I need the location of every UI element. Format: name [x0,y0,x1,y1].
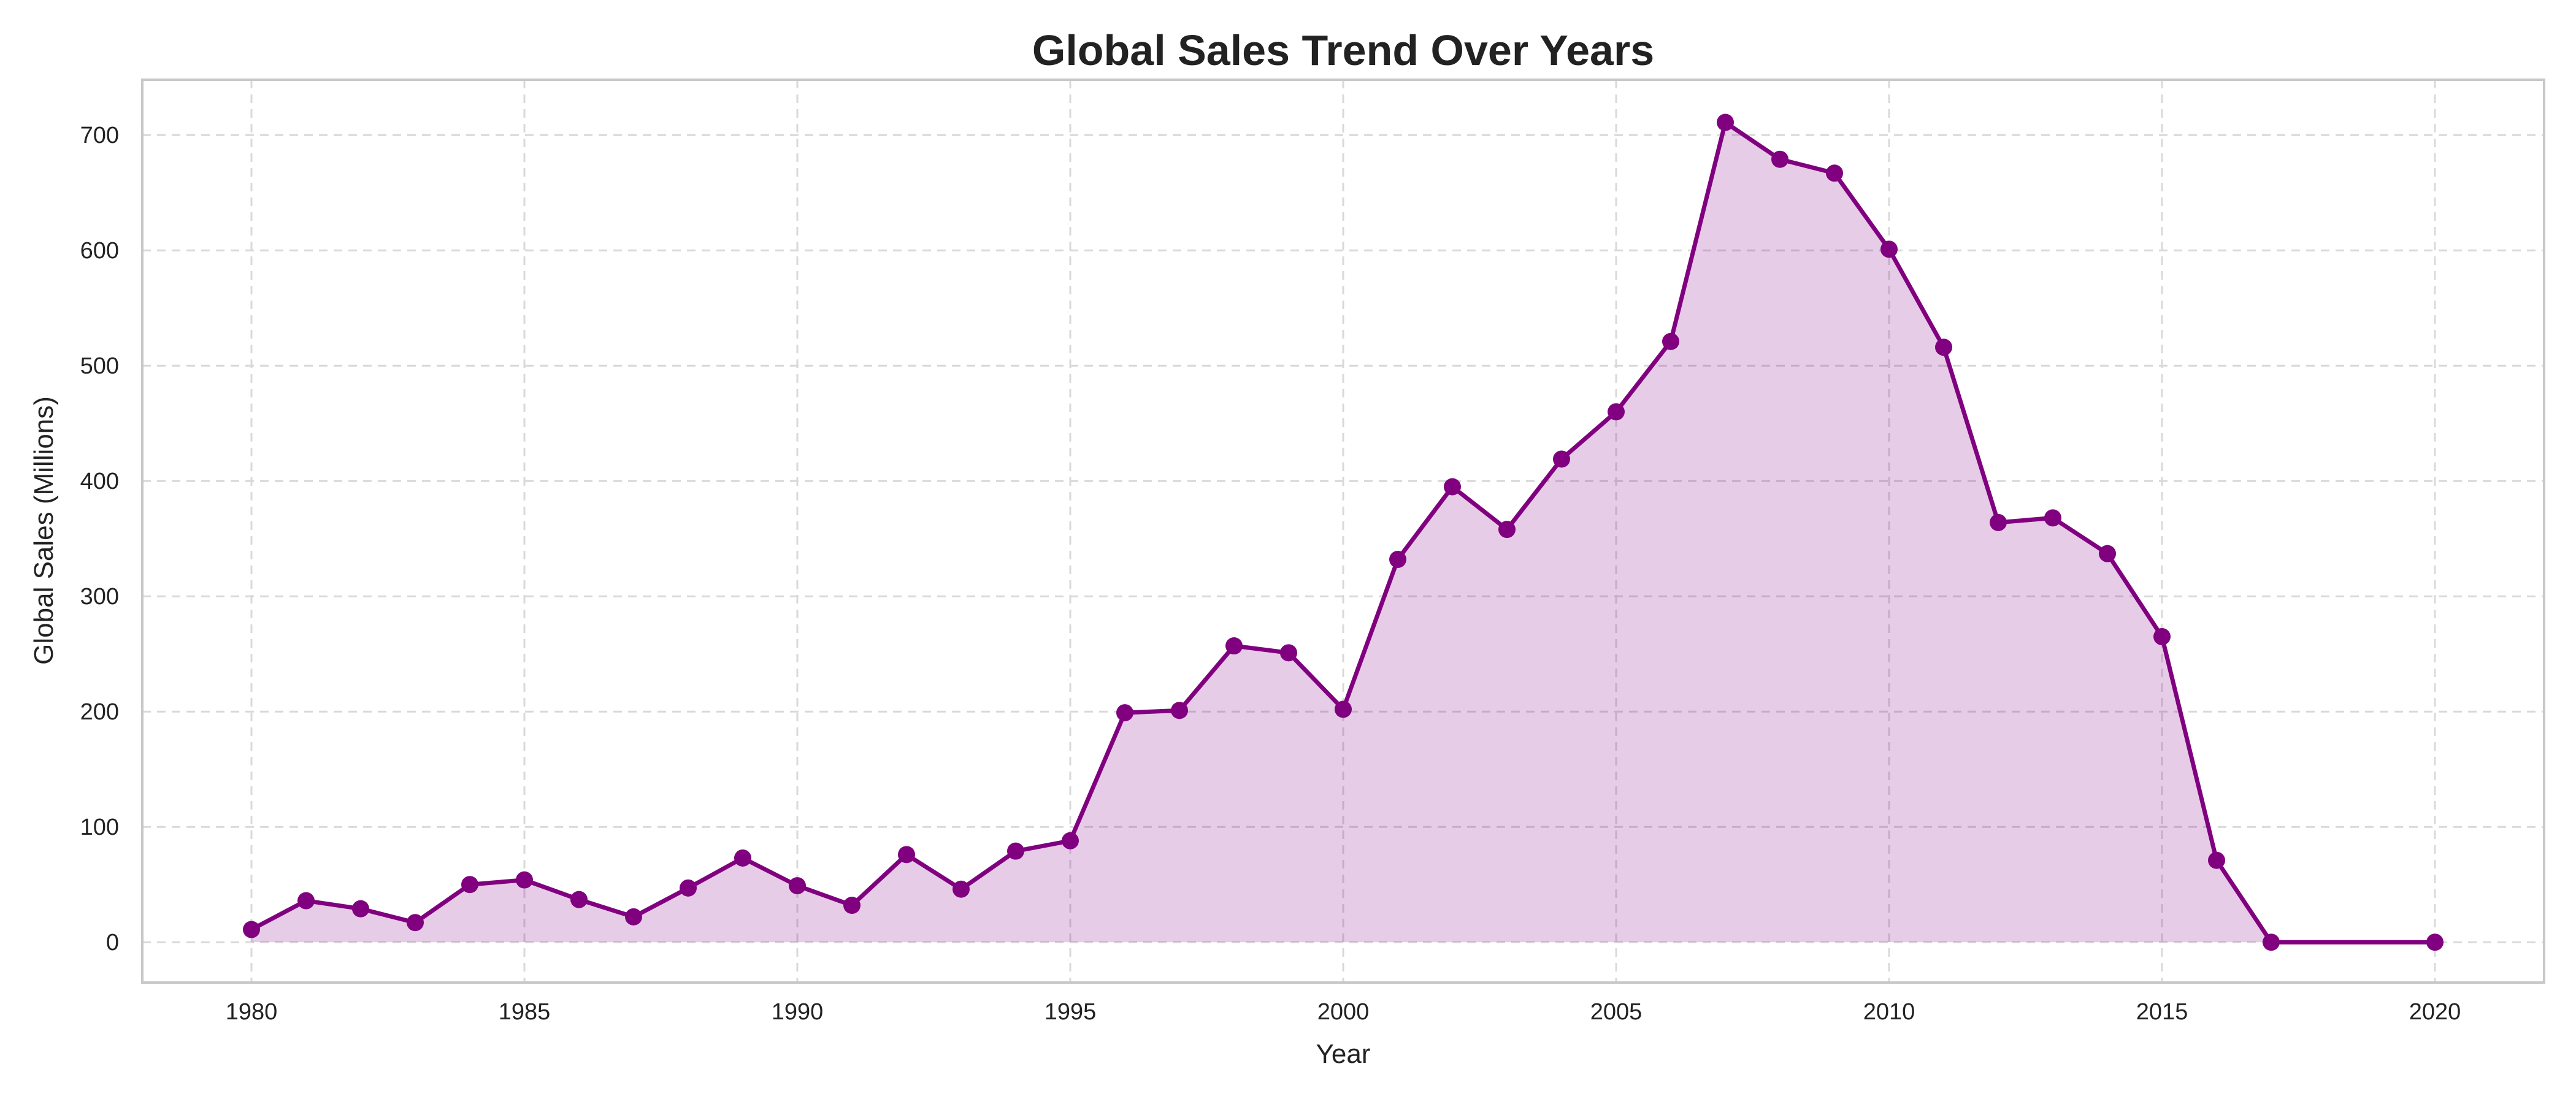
x-tick-label: 2000 [1317,999,1370,1025]
data-point [680,879,697,897]
x-tick-label: 1980 [226,999,278,1025]
chart-title: Global Sales Trend Over Years [1032,26,1654,74]
data-point [1717,113,1734,131]
data-point [1116,704,1133,722]
x-tick-label: 2010 [1863,999,1915,1025]
x-tick-label: 2005 [1590,999,1643,1025]
area-layer [251,122,2435,943]
data-point [461,876,478,894]
y-tick-label: 700 [80,123,119,148]
x-tick-label: 2015 [2136,999,2188,1025]
data-point [516,871,533,889]
grid [142,80,2544,983]
data-point [1553,450,1570,468]
data-point [352,900,369,918]
y-tick-label: 400 [80,469,119,494]
plot-frame [141,79,2545,984]
data-point [1444,478,1461,496]
data-point [1280,644,1297,662]
data-point [1826,164,1843,182]
data-point [1935,339,1952,356]
x-tick-label: 2020 [2409,999,2461,1025]
data-point [1225,637,1243,655]
data-point [2153,628,2171,646]
y-axis-label: Global Sales (Millions) [29,396,59,665]
data-point [297,892,315,910]
data-point [2263,933,2280,951]
data-point [2099,545,2116,562]
y-tick-label: 300 [80,584,119,610]
data-point [898,846,915,864]
data-point [953,880,970,898]
data-point [1389,551,1406,569]
area-fill [251,122,2435,943]
data-point [789,877,806,895]
data-point [2208,851,2225,869]
y-tick-label: 100 [80,815,119,840]
data-point [407,914,424,932]
data-point [570,891,588,908]
x-axis-label: Year [1316,1039,1371,1069]
data-point [734,849,751,867]
data-point [243,921,260,938]
x-tick-label: 1990 [772,999,824,1025]
data-point [2426,933,2444,951]
data-point [1880,240,1898,258]
data-point [1335,700,1352,718]
y-tick-label: 0 [106,930,119,956]
x-tick-label: 1995 [1045,999,1097,1025]
x-tick-label: 1985 [499,999,551,1025]
data-point [1007,842,1024,860]
data-point [2044,509,2061,527]
y-tick-label: 600 [80,238,119,264]
point-layer [243,113,2444,951]
data-point [1771,150,1788,168]
x-axis-ticks: 1980 1985 1990 1995 2000 2005 2010 2015 2020 [226,999,2461,1025]
y-tick-label: 500 [80,353,119,379]
data-point [1608,403,1625,421]
data-point [843,897,861,914]
data-point [1062,832,1079,849]
y-axis-ticks: 0 100 200 300 400 500 600 700 [80,123,119,956]
data-point [1498,521,1516,539]
data-point [625,908,642,926]
data-point [1171,702,1188,719]
data-point [1662,332,1679,350]
data-point [1990,513,2007,531]
y-tick-label: 200 [80,699,119,725]
